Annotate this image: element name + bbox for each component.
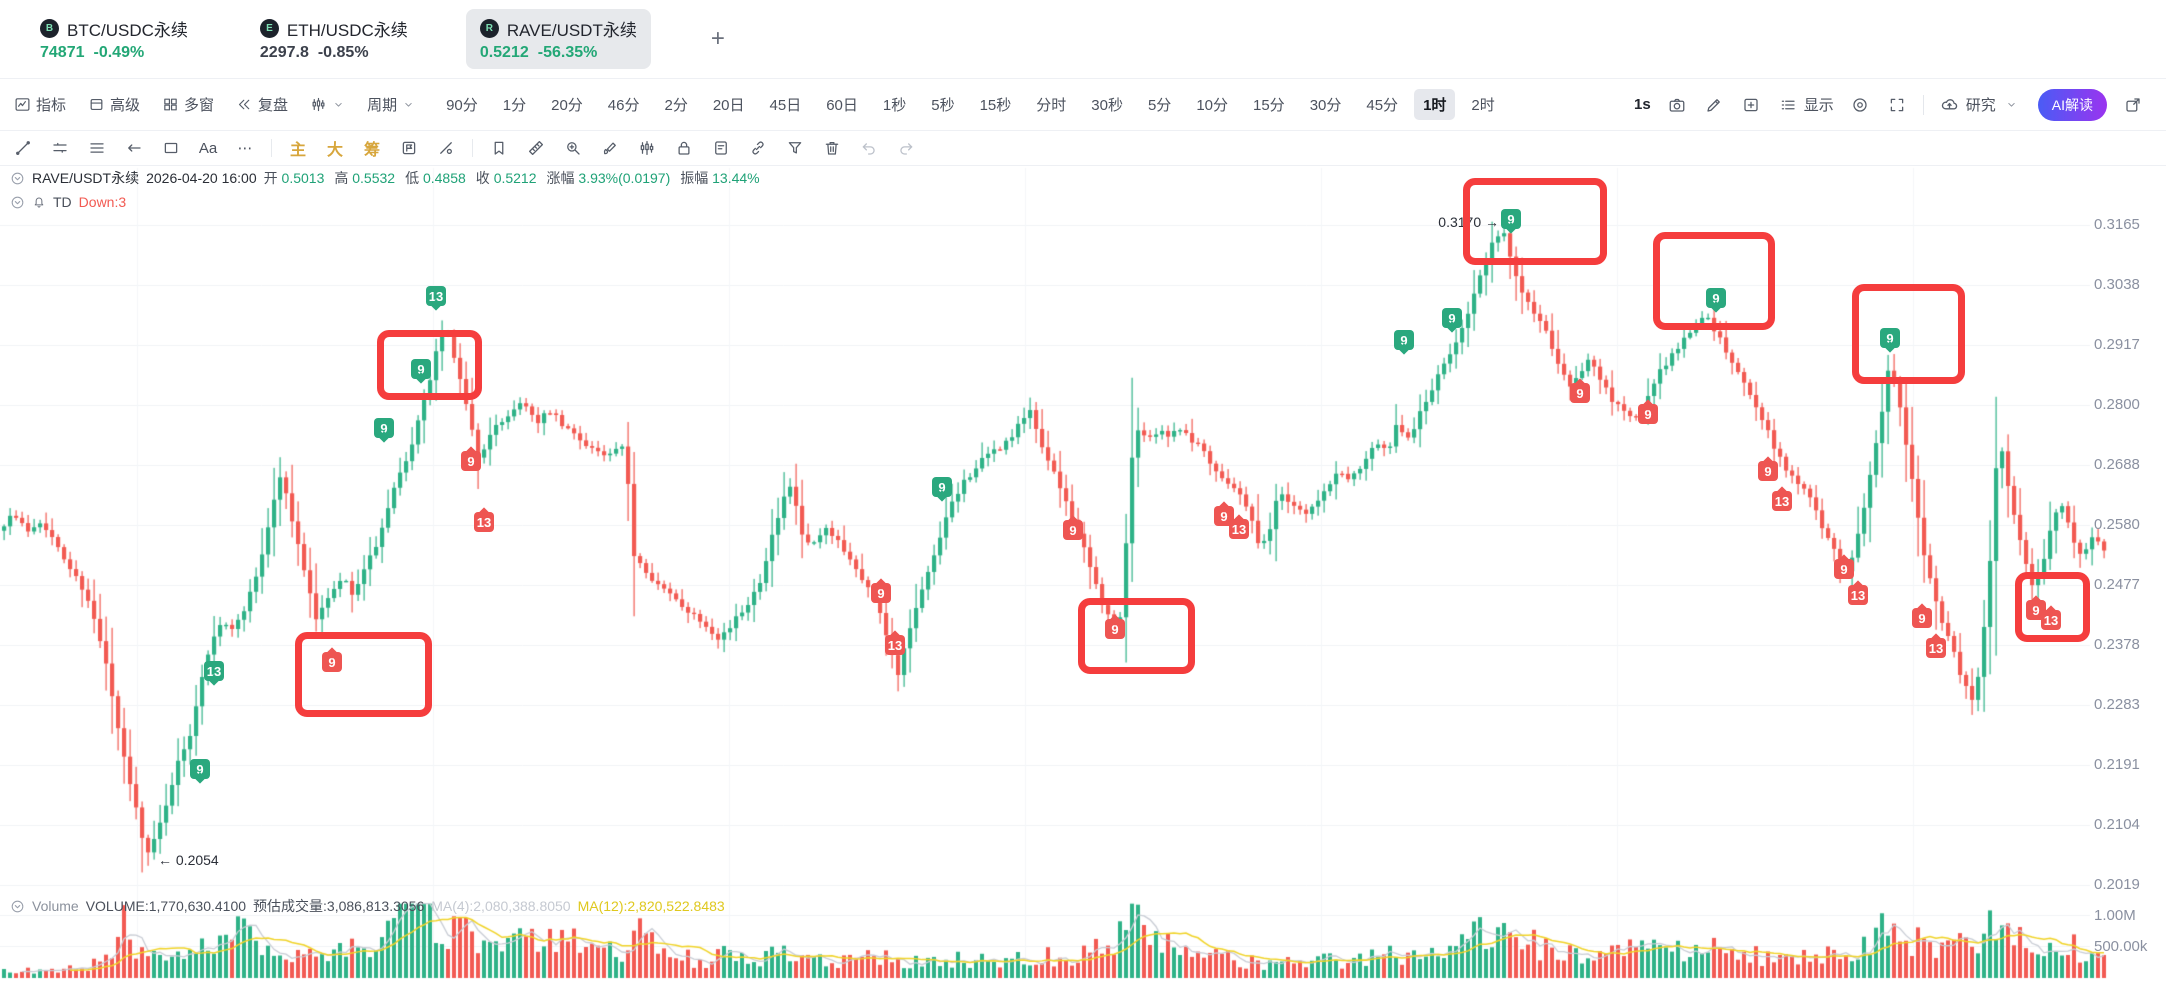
timeframe-10分[interactable]: 10分 [1196,97,1228,114]
display-settings-label: 显示 [1803,97,1834,114]
timeframe-45分[interactable]: 45分 [1366,97,1399,114]
highlight-box-drawing[interactable] [377,330,482,400]
timeframe-2分[interactable]: 2分 [664,97,688,114]
large-order-gold[interactable]: 大 [326,142,343,159]
ai-analysis-button[interactable]: AI解读 [2037,88,2107,121]
symbol-tab-bar: B BTC/USDC永续 74871 -0.49% E ETH/USDC永续 2297.8-… [0,0,2166,79]
pattern-tool[interactable] [636,139,658,157]
tab-change: -56.35% [537,44,598,61]
screenshot-icon[interactable] [1666,96,1688,114]
timeframe-20日[interactable]: 20日 [712,97,745,114]
settings-icon[interactable] [1849,96,1871,114]
timeframe-15分[interactable]: 15分 [1253,97,1285,114]
chips-gold[interactable]: 筹 [363,142,380,159]
horizontal-lines-tool[interactable] [86,139,108,157]
timeframe-30秒[interactable]: 30秒 [1091,97,1123,114]
toolbar-divider [1922,94,1924,115]
fullscreen-icon[interactable] [1886,96,1908,114]
lock-tool[interactable] [673,139,695,157]
toolbar-divider [472,139,473,157]
ruler-tool[interactable] [525,139,547,157]
timeframe-20分[interactable]: 20分 [551,97,583,114]
timeframe-2时[interactable]: 2时 [1471,97,1495,114]
timeframe-1时[interactable]: 1时 [1414,89,1456,120]
toolbar-复盘-button[interactable]: 复盘 [236,94,288,115]
toolbar-周期-button[interactable]: 周期 [367,94,415,115]
brush-tool[interactable] [599,139,621,157]
timeframe-90分[interactable]: 90分 [446,97,478,114]
edit-icon[interactable] [1703,96,1725,114]
more-tools[interactable]: ⋯ [237,140,253,157]
highlight-box-drawing[interactable] [1852,284,1965,384]
timeframe-15秒[interactable]: 15秒 [979,97,1012,114]
timeframe-5分[interactable]: 5分 [1147,97,1172,114]
add-pane-icon[interactable] [1740,96,1762,114]
tab-price: 0.5212 [479,44,529,61]
flag-panel-tool[interactable] [398,139,420,157]
timeframe-1分[interactable]: 1分 [502,97,527,114]
measure-tool[interactable] [435,139,457,157]
tab-change: -0.85% [317,44,369,61]
tab-price: 74871 [40,44,85,61]
timeframe-5秒[interactable]: 5秒 [931,97,955,114]
text-tool[interactable]: Aa [198,139,218,157]
toolbar-指标-button[interactable]: 指标 [14,94,66,115]
timeframe-30分[interactable]: 30分 [1309,97,1342,114]
tick-interval-label[interactable]: 1s [1634,96,1651,113]
chart-toolbar: 指标 高级 多窗 复盘 周期 90分 1分 20分 46分 2分 20日 45日 60日 1秒 5秒 15秒… [0,79,2166,131]
main-chart-gold[interactable]: 主 [289,142,306,159]
timeframe-46分[interactable]: 46分 [607,97,640,114]
undo-button[interactable] [858,139,880,157]
list-icon [1777,96,1799,114]
highlight-box-drawing[interactable] [1653,232,1775,330]
zoom-in-tool[interactable] [562,139,584,157]
share-icon[interactable] [2122,96,2144,114]
highlight-box-drawing[interactable] [295,632,432,717]
research-label: 研究 [1965,97,1996,114]
timeframe-60日[interactable]: 60日 [826,97,858,114]
note-tool[interactable] [710,139,732,157]
tab-change: -0.49% [93,44,145,61]
filter-tool[interactable] [784,139,806,157]
link-tool[interactable] [747,139,769,157]
highlight-box-drawing[interactable] [1463,178,1607,265]
arrow-tool[interactable] [123,139,145,157]
coin-icon: B [40,19,59,38]
research-button[interactable]: 研究 [1939,94,2023,115]
timeframe-1秒[interactable]: 1秒 [882,97,907,114]
cloud-research-icon [1939,95,1961,114]
symbol-tab-eth[interactable]: E ETH/USDC永续 2297.8 -0.85% [246,9,422,69]
bookmark-tool[interactable] [488,139,510,157]
toolbar-多窗-button[interactable]: 多窗 [162,94,214,115]
toolbar-divider [271,139,272,157]
tab-symbol: RAVE/USDT永续 [506,21,637,40]
display-settings-button[interactable]: 显示 [1777,94,1834,115]
redo-button[interactable] [895,139,917,157]
symbol-tab-rave[interactable]: R RAVE/USDT永续 0.5212 -56.35% [465,9,651,69]
drawing-toolbar: Aa ⋯ 主 大 筹 [0,131,2166,166]
coin-icon: R [479,19,499,38]
symbol-tab-btc[interactable]: B BTC/USDC永续 74871 -0.49% [26,9,202,69]
timeframe-分时[interactable]: 分时 [1036,97,1067,114]
highlight-box-drawing[interactable] [1078,598,1195,674]
tab-symbol: BTC/USDC永续 [67,21,188,40]
fib-lines-tool[interactable] [49,139,71,157]
add-symbol-tab-button[interactable]: + [710,25,725,52]
toolbar-高级-button[interactable]: 高级 [88,94,140,115]
delete-tool[interactable] [821,139,843,157]
highlight-box-drawing[interactable] [2015,572,2090,642]
coin-icon: E [259,19,279,38]
rectangle-tool[interactable] [160,139,182,157]
trend-line-tool[interactable] [12,139,34,157]
tab-symbol: ETH/USDC永续 [286,21,408,40]
toolbar-candsel-button[interactable] [310,96,345,113]
timeframe-45日[interactable]: 45日 [769,97,802,114]
chevron-down-icon [2001,98,2023,111]
tab-price: 2297.8 [259,44,309,61]
